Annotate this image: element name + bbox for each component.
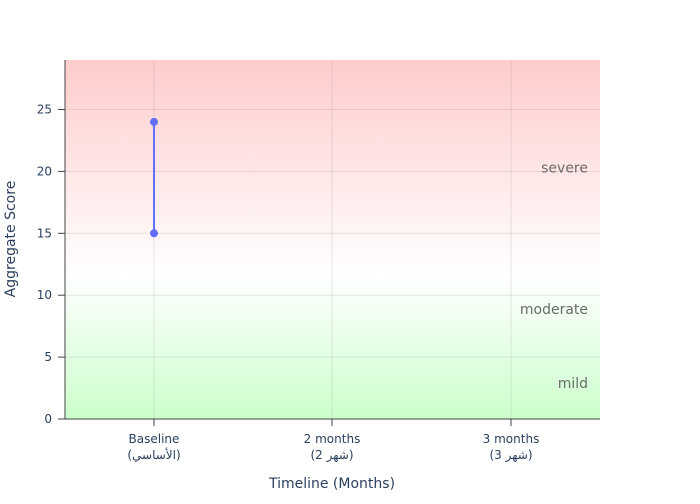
severity-label-mild: mild: [558, 376, 588, 392]
y-axis-title: Aggregate Score: [3, 181, 19, 298]
data-point: [150, 117, 158, 126]
tick-labels: 0 5 10 15 20 25 Baseline(الأساسي) 2 months (شهر …: [37, 103, 540, 463]
x-tick-label-secondary: (شهر 2): [310, 448, 353, 463]
y-tick-label: 10: [37, 288, 52, 302]
severity-labels: severe moderate mild: [520, 161, 588, 392]
series: [150, 117, 158, 238]
y-tick-label: 5: [44, 350, 52, 364]
y-tick-label: 15: [37, 226, 52, 240]
severity-label-moderate: moderate: [520, 302, 588, 318]
y-tick-label: 0: [44, 412, 52, 426]
x-tick-label-secondary: (شهر 3): [489, 448, 532, 463]
y-tick-label: 25: [37, 103, 52, 117]
x-axis-title: Timeline (Months): [268, 476, 395, 492]
x-tick-label-secondary: (الأساسي): [127, 447, 180, 462]
y-tick-label: 20: [37, 164, 52, 178]
x-tick-label: 3 months: [483, 432, 540, 446]
data-point: [150, 229, 158, 238]
x-tick-label: Baseline: [129, 432, 180, 446]
x-tick-label: 2 months: [304, 432, 361, 446]
axes: [58, 60, 600, 426]
severity-label-severe: severe: [541, 161, 588, 177]
